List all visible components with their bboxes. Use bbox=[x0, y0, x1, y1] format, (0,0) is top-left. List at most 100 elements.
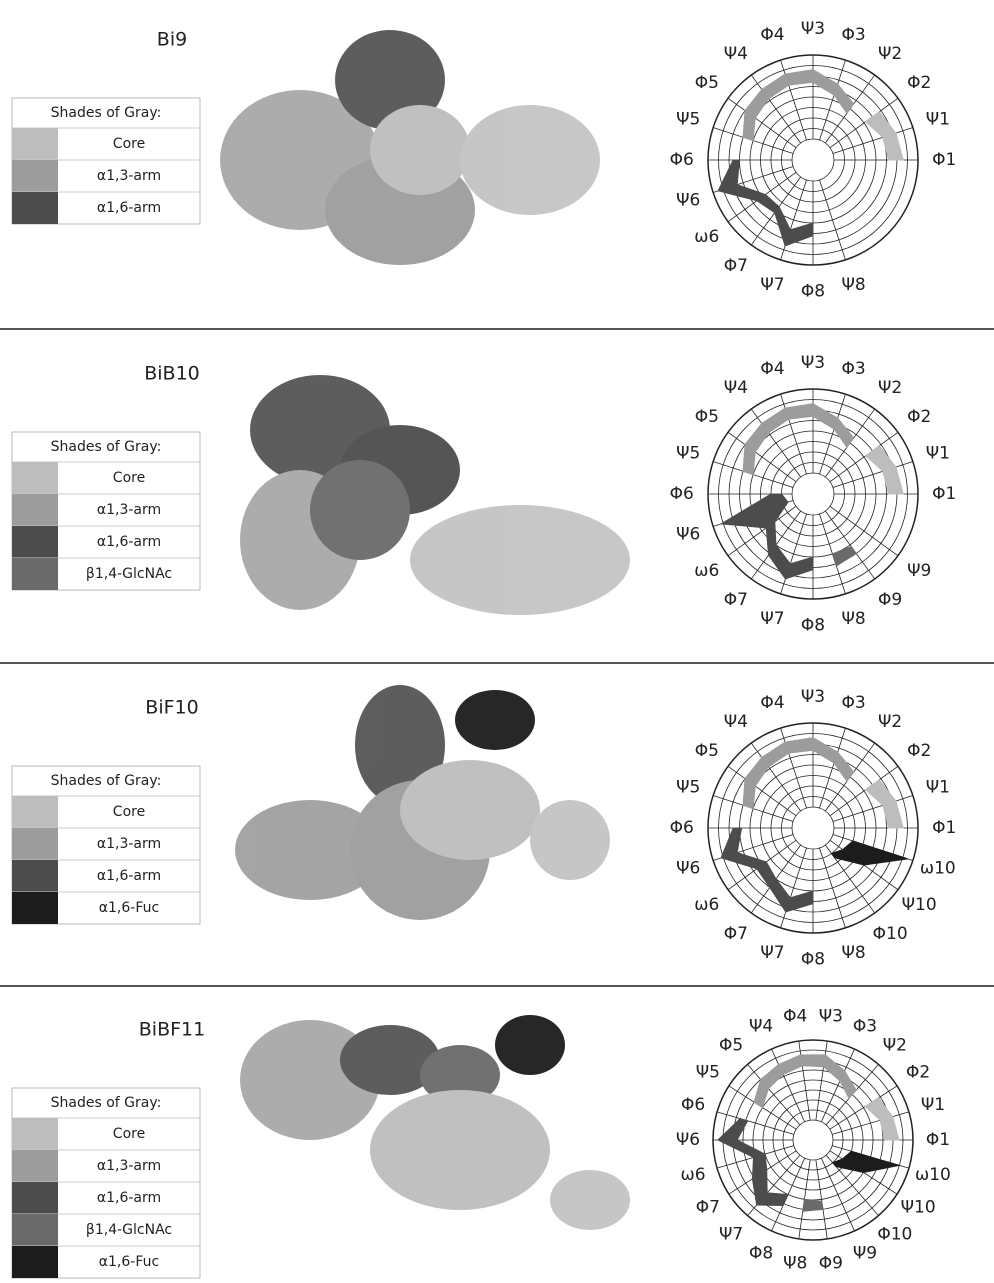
radar-spoke bbox=[727, 431, 797, 482]
legend-swatch bbox=[12, 1150, 58, 1182]
radar-label: Φ4 bbox=[760, 693, 784, 713]
legend-swatch bbox=[12, 828, 58, 860]
radar-spoke bbox=[747, 1064, 801, 1126]
radar-label: Ψ9 bbox=[853, 1244, 877, 1264]
radar-label: Φ6 bbox=[670, 818, 694, 838]
legend-header: Shades of Gray: bbox=[51, 773, 162, 789]
radar-label: Ψ7 bbox=[760, 943, 784, 963]
radar-label: Φ3 bbox=[841, 25, 865, 45]
radar-band bbox=[864, 445, 904, 495]
radar-spoke bbox=[820, 1048, 855, 1122]
molecule-image bbox=[220, 30, 600, 265]
radar-label: Ψ7 bbox=[719, 1224, 743, 1244]
radar-label: Ψ8 bbox=[841, 943, 865, 963]
legend-swatch bbox=[12, 494, 58, 526]
radar-label: Φ5 bbox=[719, 1036, 743, 1056]
radar-ring bbox=[792, 1119, 834, 1161]
legend-swatch bbox=[12, 462, 58, 494]
radar-label: Φ3 bbox=[841, 359, 865, 379]
radar-label: Φ2 bbox=[906, 1062, 930, 1082]
radar-spoke bbox=[819, 179, 846, 260]
legend-swatch bbox=[12, 160, 58, 192]
molecule-image bbox=[240, 375, 630, 615]
panel-title: BiF10 bbox=[145, 697, 198, 719]
legend-header: Shades of Gray: bbox=[51, 105, 162, 121]
radar-label: Ψ6 bbox=[676, 525, 700, 545]
radar-spoke bbox=[832, 1111, 910, 1135]
radar-label: Φ2 bbox=[907, 407, 931, 427]
panel-title: BiBF11 bbox=[139, 1019, 205, 1041]
legend-label: α1,6-Fuc bbox=[99, 1254, 159, 1270]
radar-spoke bbox=[780, 179, 807, 260]
radar-ring bbox=[791, 472, 835, 516]
radar-band bbox=[753, 1054, 857, 1109]
radar-label: Φ4 bbox=[783, 1006, 807, 1026]
radar-spoke bbox=[832, 127, 913, 154]
radar-band bbox=[802, 1198, 824, 1212]
legend-swatch bbox=[12, 526, 58, 558]
radar-spoke bbox=[750, 742, 801, 812]
legend-swatch bbox=[12, 1182, 58, 1214]
radar-spoke bbox=[716, 1111, 794, 1135]
radar-label: ω6 bbox=[694, 561, 719, 581]
radar-label: Φ6 bbox=[670, 150, 694, 170]
radar-band bbox=[864, 779, 904, 829]
legend-label: α1,6-Fuc bbox=[99, 900, 159, 916]
radar-spoke bbox=[780, 847, 807, 928]
radar-label: Ψ2 bbox=[878, 712, 902, 732]
molecule-image bbox=[240, 1015, 630, 1230]
legend-label: α1,3-arm bbox=[97, 836, 161, 852]
radar-spoke bbox=[829, 506, 899, 557]
legend-label: β1,4-GlcNAc bbox=[86, 1222, 172, 1238]
radar-label: Ψ3 bbox=[819, 1006, 843, 1026]
radar-spoke bbox=[780, 60, 807, 141]
radar-label: Φ10 bbox=[873, 924, 908, 944]
radar-label: Ψ6 bbox=[676, 191, 700, 211]
radar-spoke bbox=[727, 97, 797, 148]
radar-ring bbox=[791, 806, 835, 850]
radar-label: Ψ8 bbox=[841, 275, 865, 295]
radar-label: Ψ7 bbox=[760, 275, 784, 295]
radar-label: Φ6 bbox=[681, 1095, 705, 1115]
radar-spoke bbox=[825, 510, 876, 580]
radar-spoke bbox=[815, 1159, 828, 1240]
radar-spoke bbox=[815, 1040, 828, 1121]
legend-header: Shades of Gray: bbox=[51, 1095, 162, 1111]
legend-swatch bbox=[12, 860, 58, 892]
radar-label: Ψ8 bbox=[841, 609, 865, 629]
radar-band bbox=[717, 159, 814, 247]
radar-label: Φ3 bbox=[853, 1016, 877, 1036]
radar-spoke bbox=[747, 1154, 801, 1216]
radar-label: Φ8 bbox=[801, 281, 825, 301]
radar-band bbox=[864, 1097, 900, 1141]
radar-band bbox=[742, 403, 855, 476]
radar-label: Ψ10 bbox=[902, 895, 937, 915]
radar-label: Φ7 bbox=[724, 590, 748, 610]
radar-label: Φ3 bbox=[841, 693, 865, 713]
radar-label: Ψ1 bbox=[926, 777, 950, 797]
radar-spoke bbox=[750, 74, 801, 144]
radar-spoke bbox=[829, 97, 899, 148]
radar-label: Φ8 bbox=[801, 615, 825, 635]
radar-spoke bbox=[832, 461, 913, 488]
legend-swatch bbox=[12, 796, 58, 828]
radar-label: Ψ7 bbox=[760, 609, 784, 629]
legend-label: Core bbox=[113, 470, 145, 486]
radar-label: Ψ1 bbox=[921, 1095, 945, 1115]
legend-label: Core bbox=[113, 804, 145, 820]
legend-label: α1,3-arm bbox=[97, 502, 161, 518]
legend-swatch bbox=[12, 1246, 58, 1278]
legend-label: Core bbox=[113, 1126, 145, 1142]
radar-label: Ψ9 bbox=[907, 561, 931, 581]
radar-label: Φ1 bbox=[932, 150, 956, 170]
radar-band bbox=[742, 737, 855, 810]
radar-label: Ψ6 bbox=[676, 1130, 700, 1150]
radar-label: Ψ6 bbox=[676, 859, 700, 879]
radar-spoke bbox=[829, 765, 899, 816]
radar-label: Ψ1 bbox=[926, 109, 950, 129]
radar-label: Ψ2 bbox=[878, 378, 902, 398]
legend-label: α1,6-arm bbox=[97, 200, 161, 216]
radar-label: Ψ4 bbox=[724, 44, 748, 64]
radar-label: Φ9 bbox=[878, 590, 902, 610]
